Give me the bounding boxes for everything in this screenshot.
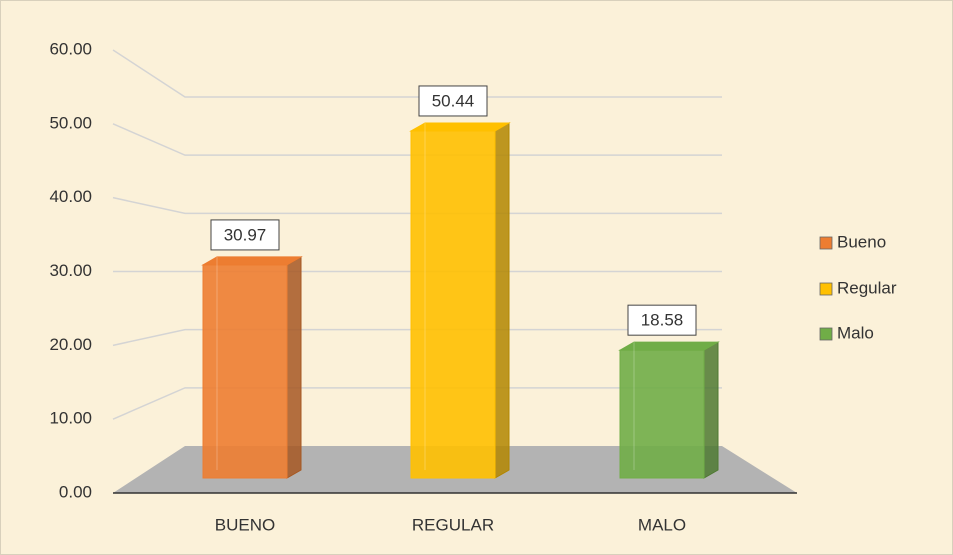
y-tick-label: 10.00 (49, 409, 92, 428)
y-tick-label: 60.00 (49, 39, 92, 58)
x-tick-label: MALO (638, 515, 686, 534)
data-label: 18.58 (641, 311, 684, 330)
grid-line (112, 49, 722, 98)
bar (202, 264, 288, 479)
bar-top (409, 122, 511, 132)
bar-side (703, 341, 719, 479)
bar-side (494, 122, 510, 479)
y-tick-label: 30.00 (49, 261, 92, 280)
y-tick-label: 50.00 (49, 113, 92, 132)
legend-swatch (819, 327, 833, 341)
y-tick-label: 40.00 (49, 187, 92, 206)
grid-line (112, 123, 722, 156)
x-tick-label: BUENO (215, 515, 275, 534)
bar-top (618, 341, 720, 351)
bar-top (201, 256, 303, 266)
legend-swatch (819, 236, 833, 250)
bar-side (286, 256, 302, 479)
data-label-box (418, 85, 488, 117)
data-label-box (210, 219, 280, 251)
y-tick-label: 0.00 (59, 482, 92, 501)
y-tick-label: 20.00 (49, 335, 92, 354)
legend-label: Bueno (837, 232, 886, 251)
data-label: 50.44 (432, 91, 475, 110)
grid-line (112, 196, 722, 215)
data-label-box (627, 304, 697, 336)
legend-swatch (819, 282, 833, 296)
legend-label: Regular (837, 278, 897, 297)
bar (619, 349, 705, 479)
x-tick-label: REGULAR (412, 515, 494, 534)
grid-line (112, 328, 722, 347)
legend-label: Malo (837, 323, 874, 342)
grid-line (112, 387, 722, 420)
bar (410, 130, 496, 479)
data-label: 30.97 (224, 225, 267, 244)
